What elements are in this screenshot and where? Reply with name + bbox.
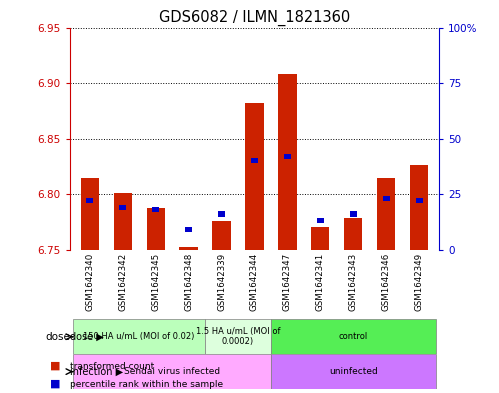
Text: GSM1642349: GSM1642349 xyxy=(415,253,424,311)
Bar xyxy=(410,165,429,250)
Text: GSM1642339: GSM1642339 xyxy=(217,253,226,311)
Text: percentile rank within the sample: percentile rank within the sample xyxy=(70,380,223,389)
Bar xyxy=(350,211,357,217)
Text: transformed count: transformed count xyxy=(70,362,154,371)
Text: uninfected: uninfected xyxy=(329,367,378,376)
Bar xyxy=(114,193,132,250)
Text: control: control xyxy=(339,332,368,341)
Text: GSM1642345: GSM1642345 xyxy=(151,253,160,311)
Text: ■: ■ xyxy=(50,379,60,389)
Bar xyxy=(251,158,258,163)
Text: GSM1642347: GSM1642347 xyxy=(283,253,292,311)
Text: infection ▶: infection ▶ xyxy=(70,367,123,376)
Bar xyxy=(317,218,324,224)
Bar xyxy=(284,154,291,159)
Text: dose: dose xyxy=(45,332,70,342)
Bar xyxy=(180,247,198,250)
Bar xyxy=(213,220,231,250)
Text: 150 HA u/mL (MOI of 0.02): 150 HA u/mL (MOI of 0.02) xyxy=(83,332,195,341)
Bar xyxy=(185,227,192,232)
Bar xyxy=(73,319,205,354)
Bar xyxy=(246,103,263,250)
Bar xyxy=(152,207,159,212)
Text: GSM1642344: GSM1642344 xyxy=(250,253,259,311)
Text: GSM1642346: GSM1642346 xyxy=(382,253,391,311)
Text: 1.5 HA u/mL (MOI of
0.0002): 1.5 HA u/mL (MOI of 0.0002) xyxy=(196,327,280,347)
Bar xyxy=(278,74,296,250)
Text: GSM1642343: GSM1642343 xyxy=(349,253,358,311)
Text: GSM1642341: GSM1642341 xyxy=(316,253,325,311)
Bar xyxy=(147,208,165,250)
Bar xyxy=(218,211,225,217)
Bar xyxy=(344,219,362,250)
Bar xyxy=(86,198,93,204)
Text: Sendai virus infected: Sendai virus infected xyxy=(124,367,220,376)
Bar xyxy=(383,196,390,201)
Text: dose ▶: dose ▶ xyxy=(70,332,104,342)
Bar xyxy=(73,354,271,389)
Text: GSM1642342: GSM1642342 xyxy=(118,253,127,311)
Bar xyxy=(377,178,395,250)
Title: GDS6082 / ILMN_1821360: GDS6082 / ILMN_1821360 xyxy=(159,10,350,26)
Text: ■: ■ xyxy=(50,361,60,371)
Bar xyxy=(416,198,423,204)
Bar xyxy=(119,205,126,210)
Bar xyxy=(271,319,436,354)
Bar xyxy=(205,319,271,354)
Bar xyxy=(271,354,436,389)
Text: GSM1642348: GSM1642348 xyxy=(184,253,193,311)
Text: GSM1642340: GSM1642340 xyxy=(85,253,94,311)
Bar xyxy=(311,227,329,250)
Bar xyxy=(80,178,99,250)
